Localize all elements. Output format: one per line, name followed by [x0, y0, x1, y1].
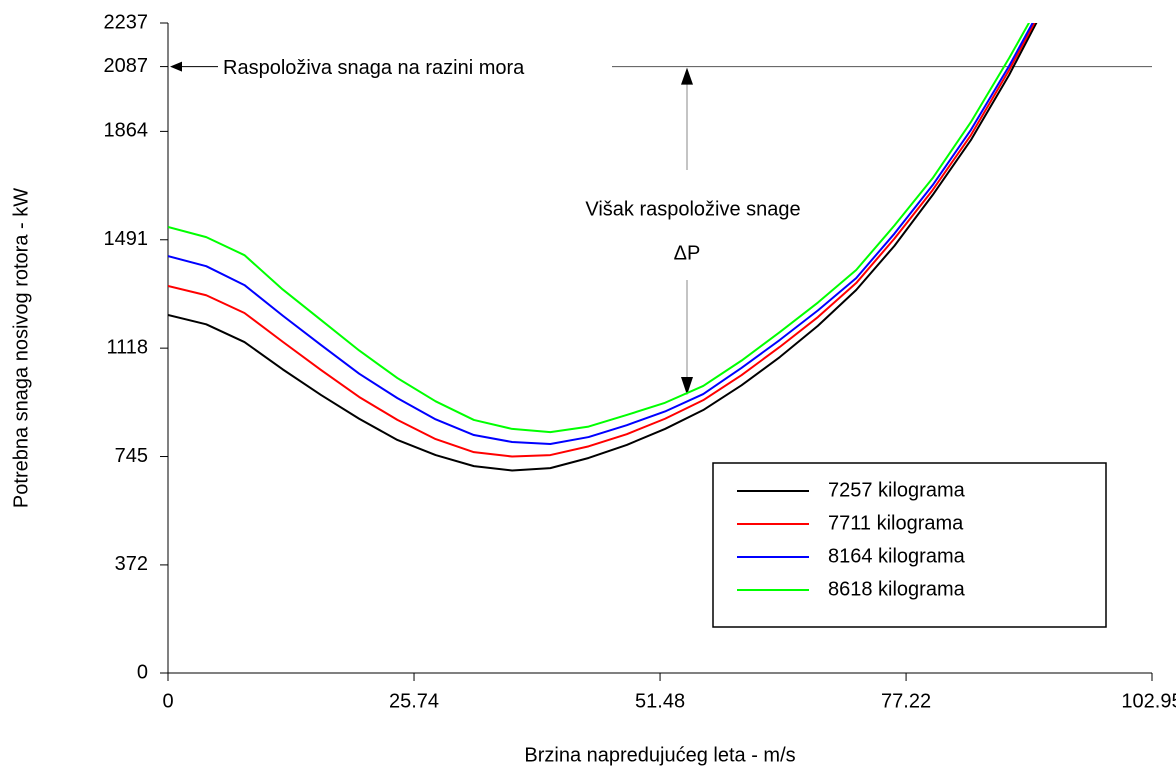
series-line — [168, 23, 1034, 446]
y-tick-label: 1491 — [104, 228, 149, 250]
x-axis-label: Brzina napredujućeg leta - m/s — [524, 744, 795, 766]
y-tick-label: 1864 — [104, 120, 149, 142]
legend-label: 8618 kilograma — [828, 578, 966, 600]
y-tick-label: 745 — [115, 445, 148, 467]
arrow-head — [681, 67, 693, 85]
x-tick-label: 102.95 — [1121, 690, 1176, 712]
plot-area — [168, 23, 1038, 472]
x-tick-label: 51.48 — [635, 690, 685, 712]
series-line — [168, 23, 1036, 458]
arrow-head — [681, 377, 693, 395]
series-line — [168, 23, 1038, 472]
series-line — [168, 23, 1031, 434]
legend-label: 7257 kilograma — [828, 479, 966, 501]
y-tick-label: 2087 — [104, 55, 149, 77]
arrow-head — [170, 61, 182, 72]
y-tick-label: 372 — [115, 553, 148, 575]
annotation: Raspoloživa snaga na razini mora — [223, 57, 525, 79]
legend-label: 8164 kilograma — [828, 545, 966, 567]
x-tick-label: 0 — [162, 690, 173, 712]
y-tick-label: 1118 — [106, 336, 148, 358]
y-tick-label: 0 — [137, 661, 148, 683]
y-tick-label: 2237 — [104, 11, 149, 33]
annotation: ΔP — [674, 242, 701, 264]
y-axis-label: Potrebna snaga nosivog rotora - kW — [10, 188, 32, 508]
annotation: Višak raspoložive snage — [585, 198, 800, 220]
legend-label: 7711 kilograma — [828, 512, 964, 534]
x-tick-label: 25.74 — [389, 690, 439, 712]
x-tick-label: 77.22 — [881, 690, 931, 712]
